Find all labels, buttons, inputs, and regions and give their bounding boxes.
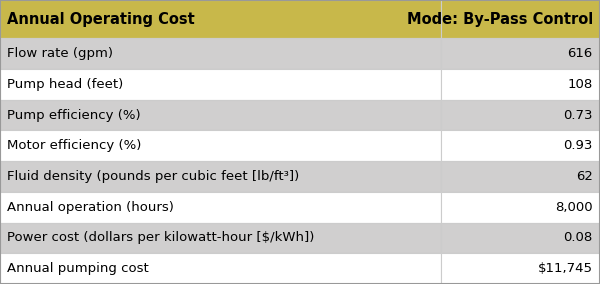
Bar (0, 192, 441, 223)
Text: Mode: By-Pass Control: Mode: By-Pass Control (407, 12, 593, 27)
Text: Annual pumping cost: Annual pumping cost (7, 262, 149, 275)
Bar (0, 130, 441, 161)
Bar (441, 100, 600, 130)
Bar (441, 0, 600, 38)
Bar (0, 69, 441, 100)
Text: Flow rate (gpm): Flow rate (gpm) (7, 47, 113, 60)
Text: 8,000: 8,000 (555, 201, 593, 214)
Bar (441, 69, 600, 100)
Text: Pump efficiency (%): Pump efficiency (%) (7, 108, 141, 122)
Bar (441, 192, 600, 223)
Text: Fluid density (pounds per cubic feet [lb/ft³]): Fluid density (pounds per cubic feet [lb… (7, 170, 299, 183)
Text: Motor efficiency (%): Motor efficiency (%) (7, 139, 142, 152)
Bar (0, 161, 441, 192)
Text: 0.73: 0.73 (563, 108, 593, 122)
Text: $11,745: $11,745 (538, 262, 593, 275)
Bar (0, 38, 441, 69)
Bar (0, 223, 441, 253)
Text: Power cost (dollars per kilowatt-hour [$/kWh]): Power cost (dollars per kilowatt-hour [$… (7, 231, 314, 245)
Text: 0.93: 0.93 (563, 139, 593, 152)
Bar (0, 253, 441, 284)
Text: Annual Operating Cost: Annual Operating Cost (7, 12, 195, 27)
Text: Annual operation (hours): Annual operation (hours) (7, 201, 174, 214)
Text: 616: 616 (568, 47, 593, 60)
Bar (441, 253, 600, 284)
Text: 62: 62 (576, 170, 593, 183)
Bar (441, 38, 600, 69)
Bar (441, 161, 600, 192)
Bar (0, 0, 441, 38)
Text: Pump head (feet): Pump head (feet) (7, 78, 124, 91)
Bar (0, 100, 441, 130)
Bar (441, 223, 600, 253)
Bar (441, 130, 600, 161)
Text: 0.08: 0.08 (563, 231, 593, 245)
Text: 108: 108 (568, 78, 593, 91)
